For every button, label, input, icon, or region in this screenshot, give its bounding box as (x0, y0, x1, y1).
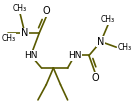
Text: CH₃: CH₃ (117, 43, 132, 52)
Text: HN: HN (24, 51, 38, 60)
Text: CH₃: CH₃ (13, 4, 27, 13)
Text: CH₃: CH₃ (1, 34, 15, 43)
Text: O: O (42, 6, 50, 16)
Text: O: O (91, 73, 99, 83)
Text: N: N (97, 37, 105, 47)
Text: HN: HN (68, 51, 82, 60)
Text: N: N (21, 28, 29, 38)
Text: CH₃: CH₃ (101, 15, 115, 24)
